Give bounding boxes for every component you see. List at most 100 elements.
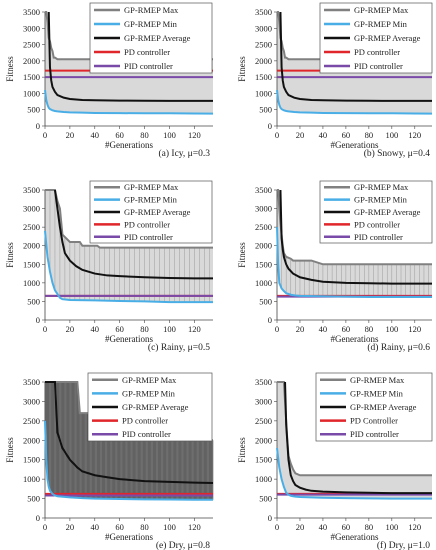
y-tick-label: 1500 — [23, 259, 40, 269]
series-min-line — [276, 90, 433, 115]
y-tick-label: 3000 — [23, 396, 40, 406]
legend-label: GP-RMEP Min — [124, 19, 178, 29]
y-tick-label: 2000 — [255, 241, 272, 251]
legend-label: PID controller — [350, 429, 399, 439]
x-tick-label: 80 — [365, 522, 374, 532]
x-tick-label: 60 — [115, 324, 124, 334]
y-tick-label: 3000 — [23, 23, 40, 33]
panel-caption: (d) Rainy, μ=0.6 — [367, 342, 430, 353]
max-min-band — [277, 190, 432, 297]
y-tick-label: 2500 — [255, 222, 272, 232]
panel-caption: (e) Dry, μ=0.8 — [156, 540, 210, 550]
legend-label: GP-RMEP Average — [124, 207, 191, 217]
x-tick-label: 80 — [140, 522, 149, 532]
y-tick-label: 1500 — [23, 455, 40, 465]
series-min-line — [44, 420, 213, 501]
x-tick-label: 60 — [115, 130, 124, 140]
legend-label: PD controller — [124, 219, 170, 229]
x-tick-label: 20 — [296, 324, 305, 334]
x-tick-label: 120 — [188, 522, 201, 532]
x-tick-label: 20 — [66, 130, 75, 140]
x-tick-label: 60 — [342, 324, 351, 334]
y-tick-label: 3500 — [255, 7, 272, 17]
legend-label: GP-RMEP Max — [350, 375, 405, 385]
legend-label: PD controller — [354, 219, 400, 229]
y-tick-label: 0 — [268, 315, 272, 325]
x-tick-label: 120 — [188, 324, 201, 334]
y-tick-label: 3500 — [255, 377, 272, 387]
y-tick-label: 500 — [259, 494, 272, 504]
y-tick-label: 1500 — [255, 455, 272, 465]
legend-label: GP-RMEP Min — [124, 195, 178, 205]
x-tick-label: 20 — [296, 522, 305, 532]
chart-panel-2: 0 500 1000 1500 2000 2500 3000 3500 0 20 40 60 80 100… — [237, 2, 433, 159]
y-tick-label: 1000 — [23, 88, 40, 98]
legend-label: GP-RMEP Max — [122, 375, 177, 385]
x-tick-label: 40 — [91, 522, 100, 532]
y-tick-label: 3500 — [23, 7, 40, 17]
x-tick-label: 40 — [319, 522, 328, 532]
legend-label: GP-RMEP Average — [124, 33, 191, 43]
y-tick-label: 1500 — [23, 72, 40, 82]
series-max-line — [45, 11, 213, 61]
legend-label: PD controller — [124, 47, 170, 57]
x-tick-label: 40 — [319, 130, 328, 140]
x-tick-label: 80 — [140, 130, 149, 140]
series-average-line — [53, 189, 213, 280]
legend-label: GP-RMEP Average — [354, 33, 421, 43]
legend-label: PID controller — [354, 232, 403, 242]
y-tick-label: 3000 — [255, 396, 272, 406]
x-tick-label: 100 — [385, 324, 398, 334]
y-axis-label: Fitness — [237, 242, 247, 268]
x-axis-label: #Generations — [331, 532, 379, 542]
x-tick-label: 0 — [43, 130, 47, 140]
y-tick-label: 0 — [36, 513, 40, 523]
legend-label: GP-RMEP Min — [122, 388, 176, 398]
y-tick-label: 500 — [27, 296, 40, 306]
x-tick-label: 20 — [66, 324, 75, 334]
y-tick-label: 1000 — [255, 474, 272, 484]
y-tick-label: 2500 — [23, 416, 40, 426]
legend-label: GP-RMEP Max — [354, 182, 409, 192]
y-tick-label: 500 — [259, 296, 272, 306]
series-min-line — [276, 227, 432, 298]
legend-label: GP-RMEP Average — [122, 402, 189, 412]
series-min-line — [44, 90, 214, 115]
series-average-line — [47, 11, 213, 102]
x-tick-label: 0 — [275, 130, 279, 140]
x-tick-label: 120 — [188, 130, 201, 140]
x-tick-label: 0 — [275, 522, 279, 532]
y-axis-label: Fitness — [5, 437, 15, 463]
y-tick-label: 1000 — [23, 278, 40, 288]
x-axis-label: #Generations — [331, 334, 379, 344]
legend-label: PD Controller — [350, 416, 398, 426]
chart-panel-6: 0 500 1000 1500 2000 2500 3000 3500 0 20 40 60 80 100… — [237, 372, 433, 550]
y-tick-label: 1000 — [255, 88, 272, 98]
y-tick-label: 2000 — [23, 56, 40, 66]
x-tick-label: 60 — [115, 522, 124, 532]
y-tick-label: 3000 — [255, 204, 272, 214]
y-tick-label: 2000 — [255, 435, 272, 445]
x-tick-label: 120 — [408, 522, 421, 532]
legend-label: PD controller — [354, 47, 400, 57]
y-tick-label: 0 — [268, 513, 272, 523]
y-axis-label: Fitness — [5, 242, 15, 268]
chart-panel-4: 0 500 1000 1500 2000 2500 3000 3500 0 20 40 60 80 100… — [237, 180, 433, 353]
y-tick-label: 2000 — [255, 56, 272, 66]
legend-label: GP-RMEP Average — [350, 402, 417, 412]
legend-label: GP-RMEP Max — [354, 5, 409, 15]
y-axis-label: Fitness — [237, 56, 247, 82]
chart-panel-3: 0 500 1000 1500 2000 2500 3000 3500 0 20 40 60 80 100… — [5, 180, 213, 353]
panel-caption: (f) Dry, μ=1.0 — [377, 540, 430, 550]
panel-caption: (b) Snowy, μ=0.4 — [364, 148, 431, 159]
panel-caption: (a) Icy, μ=0.3 — [158, 148, 210, 159]
legend-label: GP-RMEP Max — [124, 182, 179, 192]
x-tick-label: 120 — [408, 130, 421, 140]
series-average-line — [279, 11, 432, 102]
x-tick-label: 80 — [365, 324, 374, 334]
y-tick-label: 1000 — [255, 278, 272, 288]
x-tick-label: 40 — [91, 324, 100, 334]
legend-label: PD controller — [122, 416, 168, 426]
y-tick-label: 0 — [36, 121, 40, 131]
